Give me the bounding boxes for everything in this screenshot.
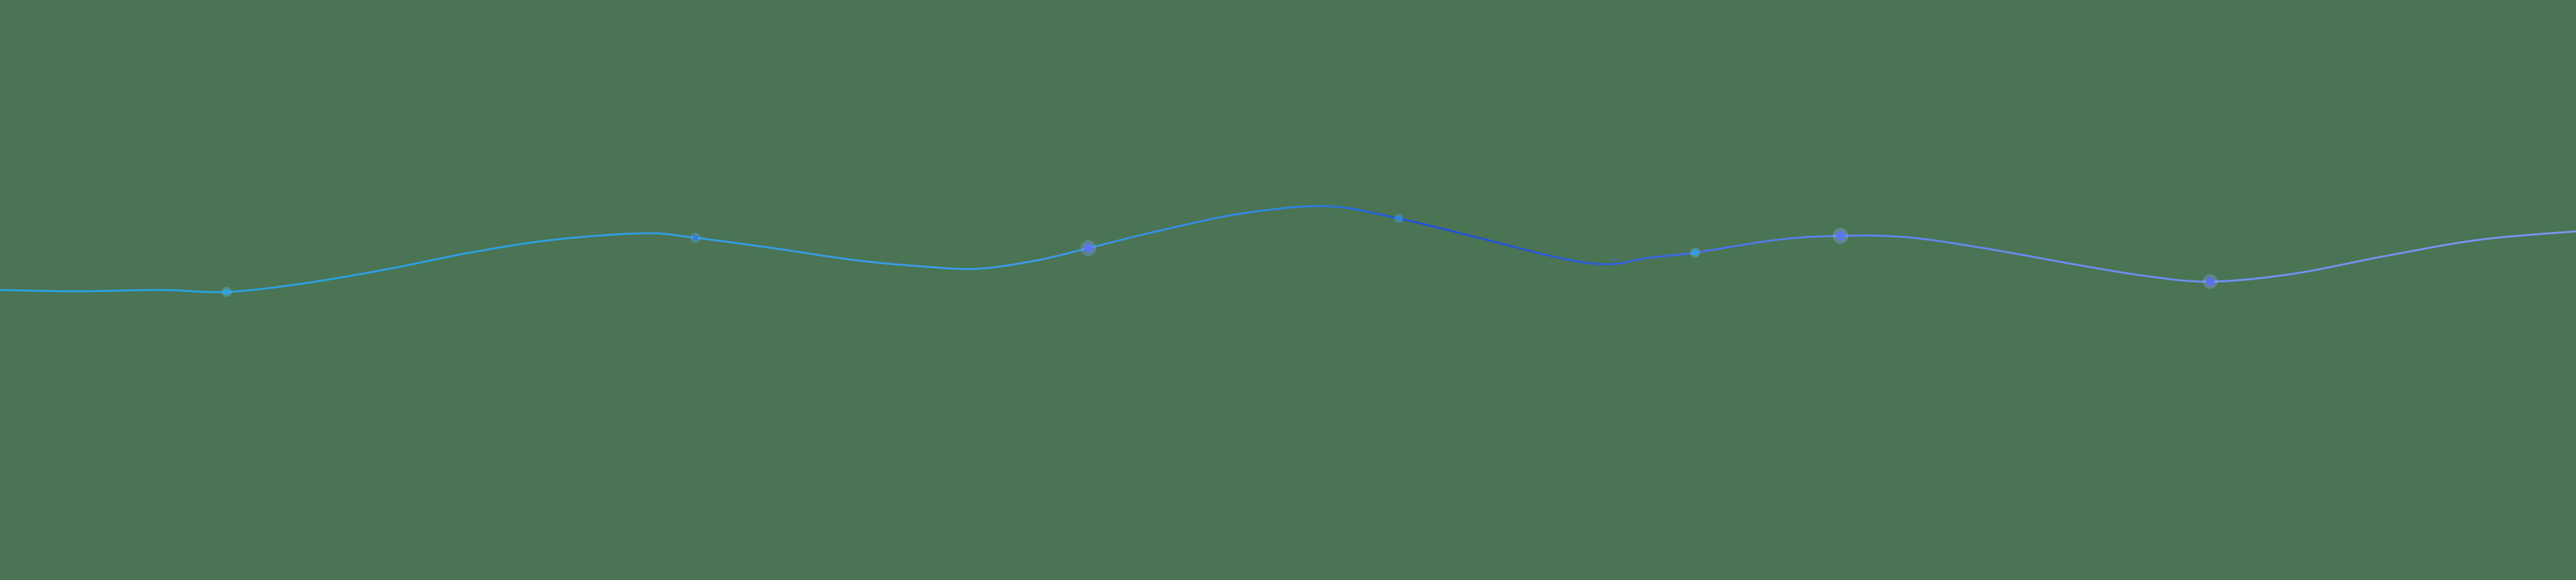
data-point-marker[interactable] [1692, 249, 1698, 256]
wave-line-path [0, 205, 2576, 293]
data-point-marker[interactable] [692, 235, 699, 241]
data-point-marker[interactable] [2206, 277, 2215, 286]
data-point-marker[interactable] [223, 289, 230, 295]
data-point-marker[interactable] [1836, 231, 1845, 240]
data-point-marker[interactable] [1396, 216, 1401, 221]
data-point-marker[interactable] [1084, 244, 1093, 253]
data-point-marker-group [222, 214, 2218, 297]
wave-line-group [0, 205, 2576, 293]
data-point-marker[interactable] [1614, 258, 1616, 260]
